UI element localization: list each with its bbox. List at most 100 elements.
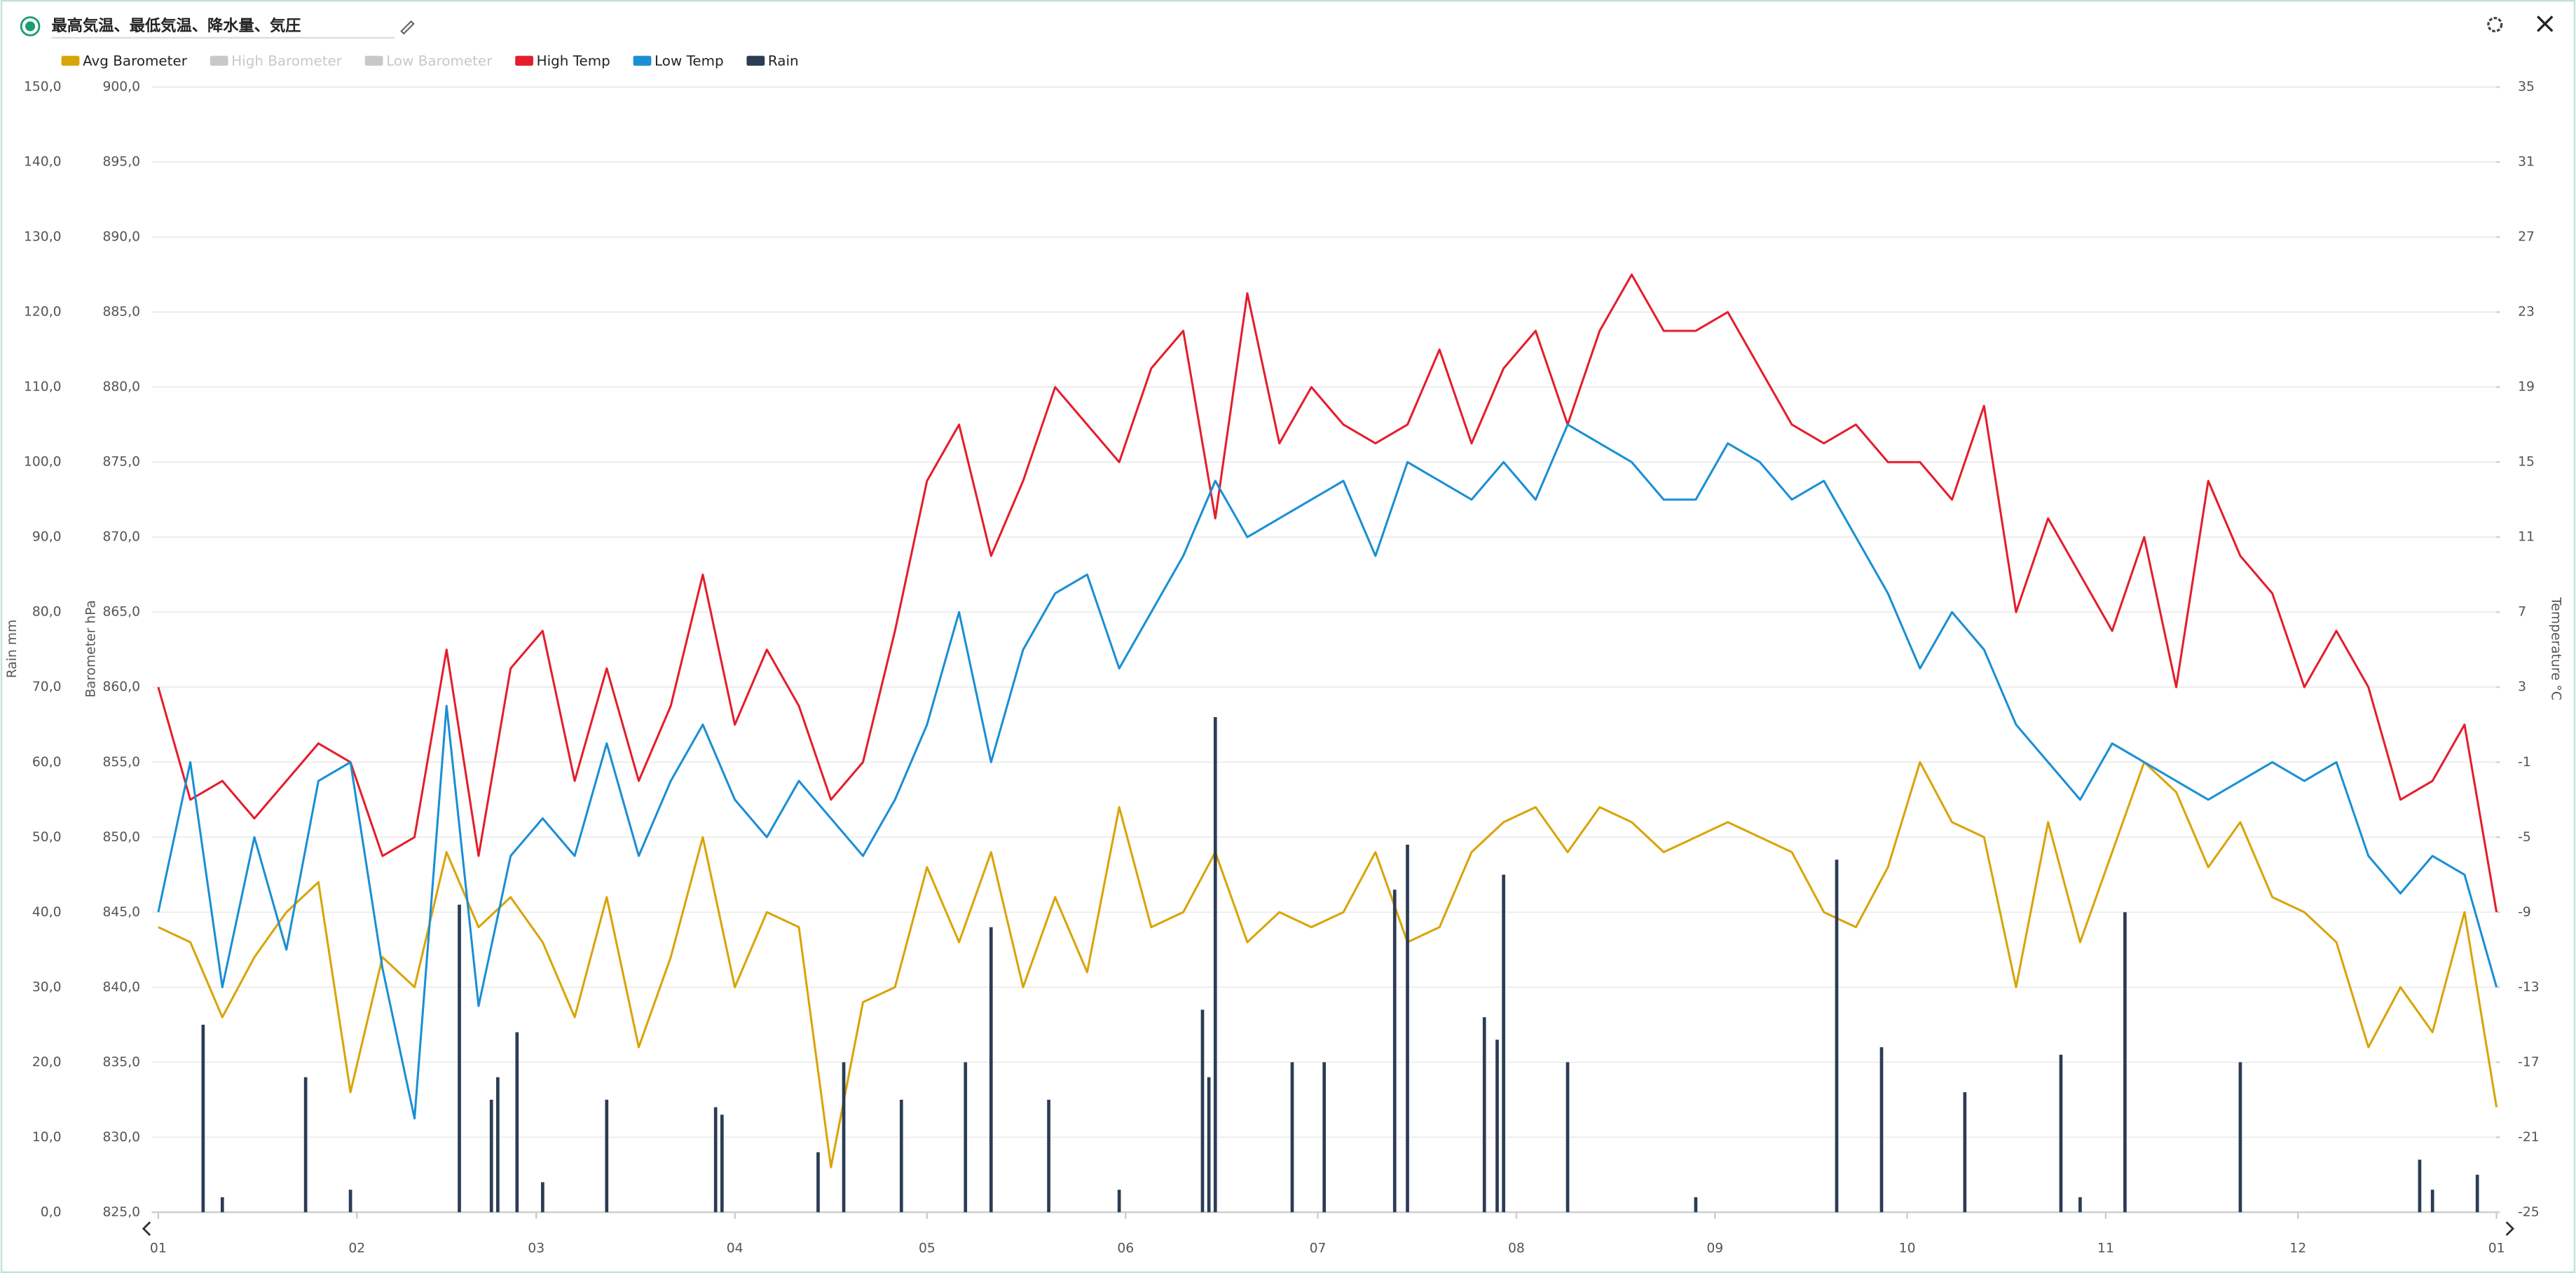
rain-bar <box>1502 874 1505 1213</box>
chart-title: 最高気温、最低気温、降水量、気圧 <box>52 16 301 35</box>
y2-tick-label: 845,0 <box>102 905 140 920</box>
rain-bar <box>1207 1077 1211 1213</box>
rain-bar <box>964 1062 968 1213</box>
y2-tick-label: 840,0 <box>102 980 140 995</box>
legend-label[interactable]: Rain <box>768 53 799 69</box>
x-tick-label: 03 <box>528 1241 544 1255</box>
y3-tick-label: -1 <box>2518 755 2531 770</box>
legend-label[interactable]: Low Temp <box>655 53 724 69</box>
y-tick-label: 150,0 <box>24 80 62 95</box>
rain-bar <box>1213 717 1217 1213</box>
legend-label[interactable]: High Temp <box>537 53 610 69</box>
status-icon[interactable] <box>20 16 41 36</box>
y3-tick-label: -13 <box>2518 980 2540 995</box>
y3-tick-label: 19 <box>2518 380 2535 395</box>
x-tick-label: 06 <box>1117 1241 1134 1255</box>
y-tick-label: 120,0 <box>24 305 62 320</box>
y2-tick-label: 895,0 <box>102 155 140 170</box>
legend-label[interactable]: Low Barometer <box>386 53 493 69</box>
rain-bar <box>541 1182 544 1213</box>
y-tick-label: 100,0 <box>24 455 62 470</box>
close-icon[interactable] <box>2537 15 2554 32</box>
rain-bar <box>303 1077 308 1213</box>
legend-swatch <box>210 55 228 66</box>
y3-tick-label: 11 <box>2518 530 2535 545</box>
y3-tick-label: -5 <box>2518 830 2531 845</box>
y3-tick-label: 3 <box>2518 680 2526 695</box>
rain-bar <box>1694 1197 1698 1213</box>
scroll-right[interactable] <box>2505 1221 2515 1237</box>
rain-bar <box>2238 1062 2242 1213</box>
rain-bar <box>1482 1017 1486 1213</box>
series-line <box>157 273 2498 913</box>
series-line <box>158 761 2498 1169</box>
y2-tick-label: 825,0 <box>102 1205 140 1220</box>
x-tick-label: 01 <box>150 1241 167 1255</box>
rain-bar <box>220 1197 224 1213</box>
y2-tick-label: 830,0 <box>102 1130 140 1145</box>
rain-bar <box>713 1107 718 1213</box>
legend-swatch <box>515 55 533 66</box>
y3-axis-label: Temperature °C <box>2548 597 2563 700</box>
rain-bar <box>2059 1054 2063 1213</box>
x-tick-label: 07 <box>1310 1241 1327 1255</box>
y2-tick-label: 900,0 <box>102 80 140 95</box>
y-tick-label: 40,0 <box>32 905 62 920</box>
rain-bar <box>1117 1190 1121 1213</box>
x-tick-label: 08 <box>1508 1241 1525 1255</box>
rain-bar <box>458 904 461 1213</box>
y-tick-label: 70,0 <box>32 680 62 695</box>
rain-bar <box>842 1062 846 1213</box>
y-tick-label: 110,0 <box>24 380 62 395</box>
y-tick-label: 140,0 <box>24 155 62 170</box>
legend-label[interactable]: High Barometer <box>231 53 343 69</box>
y2-tick-label: 885,0 <box>102 305 140 320</box>
x-tick-label: 10 <box>1899 1241 1916 1255</box>
rain-bar <box>348 1190 352 1213</box>
y-tick-label: 10,0 <box>32 1130 62 1145</box>
rain-bar <box>2123 912 2127 1213</box>
y2-tick-label: 870,0 <box>102 530 140 545</box>
series-line <box>157 423 2498 1120</box>
scroll-left[interactable] <box>142 1221 151 1237</box>
legend-label[interactable]: Avg Barometer <box>83 53 188 69</box>
y-tick-label: 130,0 <box>24 230 62 245</box>
legend-swatch <box>746 55 765 66</box>
y2-tick-label: 890,0 <box>102 230 140 245</box>
y-tick-label: 20,0 <box>32 1055 62 1070</box>
y3-tick-label: 7 <box>2518 605 2526 620</box>
y3-tick-label: -17 <box>2518 1055 2540 1070</box>
rain-bar <box>2475 1174 2479 1213</box>
y2-tick-label: 880,0 <box>102 380 140 395</box>
x-tick-label: 11 <box>2097 1241 2114 1255</box>
rain-bar <box>1200 1009 1205 1213</box>
legend-swatch <box>364 55 383 66</box>
rain-bar <box>201 1024 205 1213</box>
rain-bar <box>2418 1159 2422 1213</box>
rain-bar <box>1406 844 1409 1213</box>
rain-bar <box>1392 890 1397 1213</box>
rain-bar <box>899 1099 903 1213</box>
y2-tick-label: 850,0 <box>102 830 140 845</box>
y3-tick-label: 35 <box>2518 80 2535 95</box>
rain-bar <box>720 1115 724 1213</box>
legend-swatch <box>61 55 80 66</box>
x-tick-label: 02 <box>348 1241 365 1255</box>
rain-bar <box>2078 1197 2082 1213</box>
rain-bar <box>2430 1190 2434 1213</box>
status-dot <box>25 21 36 32</box>
edit-icon[interactable] <box>400 20 415 35</box>
y3-tick-label: -9 <box>2518 905 2531 920</box>
legend-swatch <box>633 55 652 66</box>
y2-tick-label: 855,0 <box>102 755 140 770</box>
x-tick-label: 04 <box>727 1241 744 1255</box>
y-tick-label: 80,0 <box>32 605 62 620</box>
rain-bar <box>1566 1062 1570 1213</box>
settings-icon[interactable] <box>2487 17 2503 33</box>
y2-tick-label: 835,0 <box>102 1055 140 1070</box>
x-tick-label: 09 <box>1706 1241 1723 1255</box>
x-tick-label: 01 <box>2488 1241 2505 1255</box>
y-tick-label: 50,0 <box>32 830 62 845</box>
